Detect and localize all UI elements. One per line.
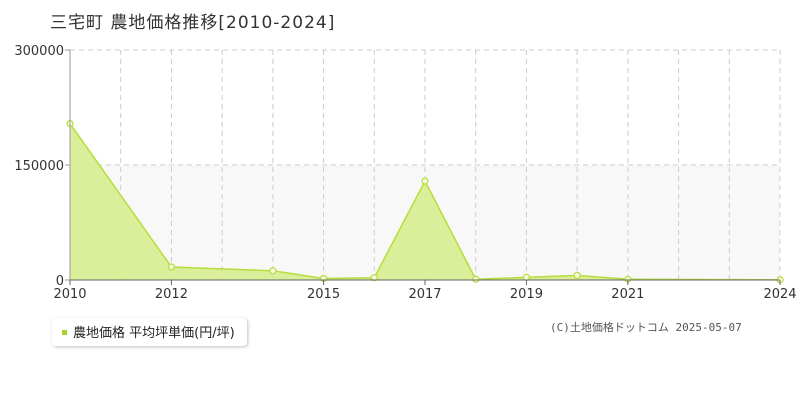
y-tick-label: 150000 (14, 159, 64, 174)
chart-title: 三宅町 農地価格推移[2010-2024] (50, 13, 336, 33)
x-tick-label: 2021 (611, 287, 644, 302)
legend: 農地価格 平均坪単価(円/坪) (52, 318, 247, 346)
data-point (421, 177, 429, 185)
x-tick-label: 2019 (510, 287, 543, 302)
x-tick-label: 2015 (307, 287, 340, 302)
x-tick-label: 2010 (53, 287, 86, 302)
x-tick-label: 2017 (408, 287, 441, 302)
legend-label: 農地価格 平均坪単価(円/坪) (73, 326, 235, 341)
data-point (167, 263, 176, 271)
data-point (269, 267, 277, 275)
data-point (370, 274, 378, 282)
y-tick-label: 0 (56, 274, 64, 289)
data-point (522, 273, 531, 281)
y-tick-label: 300000 (14, 44, 64, 59)
copyright-text: (C)土地価格ドットコム 2025-05-07 (550, 321, 742, 334)
legend-marker (62, 330, 67, 335)
data-point (573, 271, 581, 279)
x-tick-label: 2012 (155, 287, 188, 302)
series-area (70, 123, 780, 280)
x-tick-label: 2024 (763, 287, 796, 302)
data-point (472, 275, 480, 283)
